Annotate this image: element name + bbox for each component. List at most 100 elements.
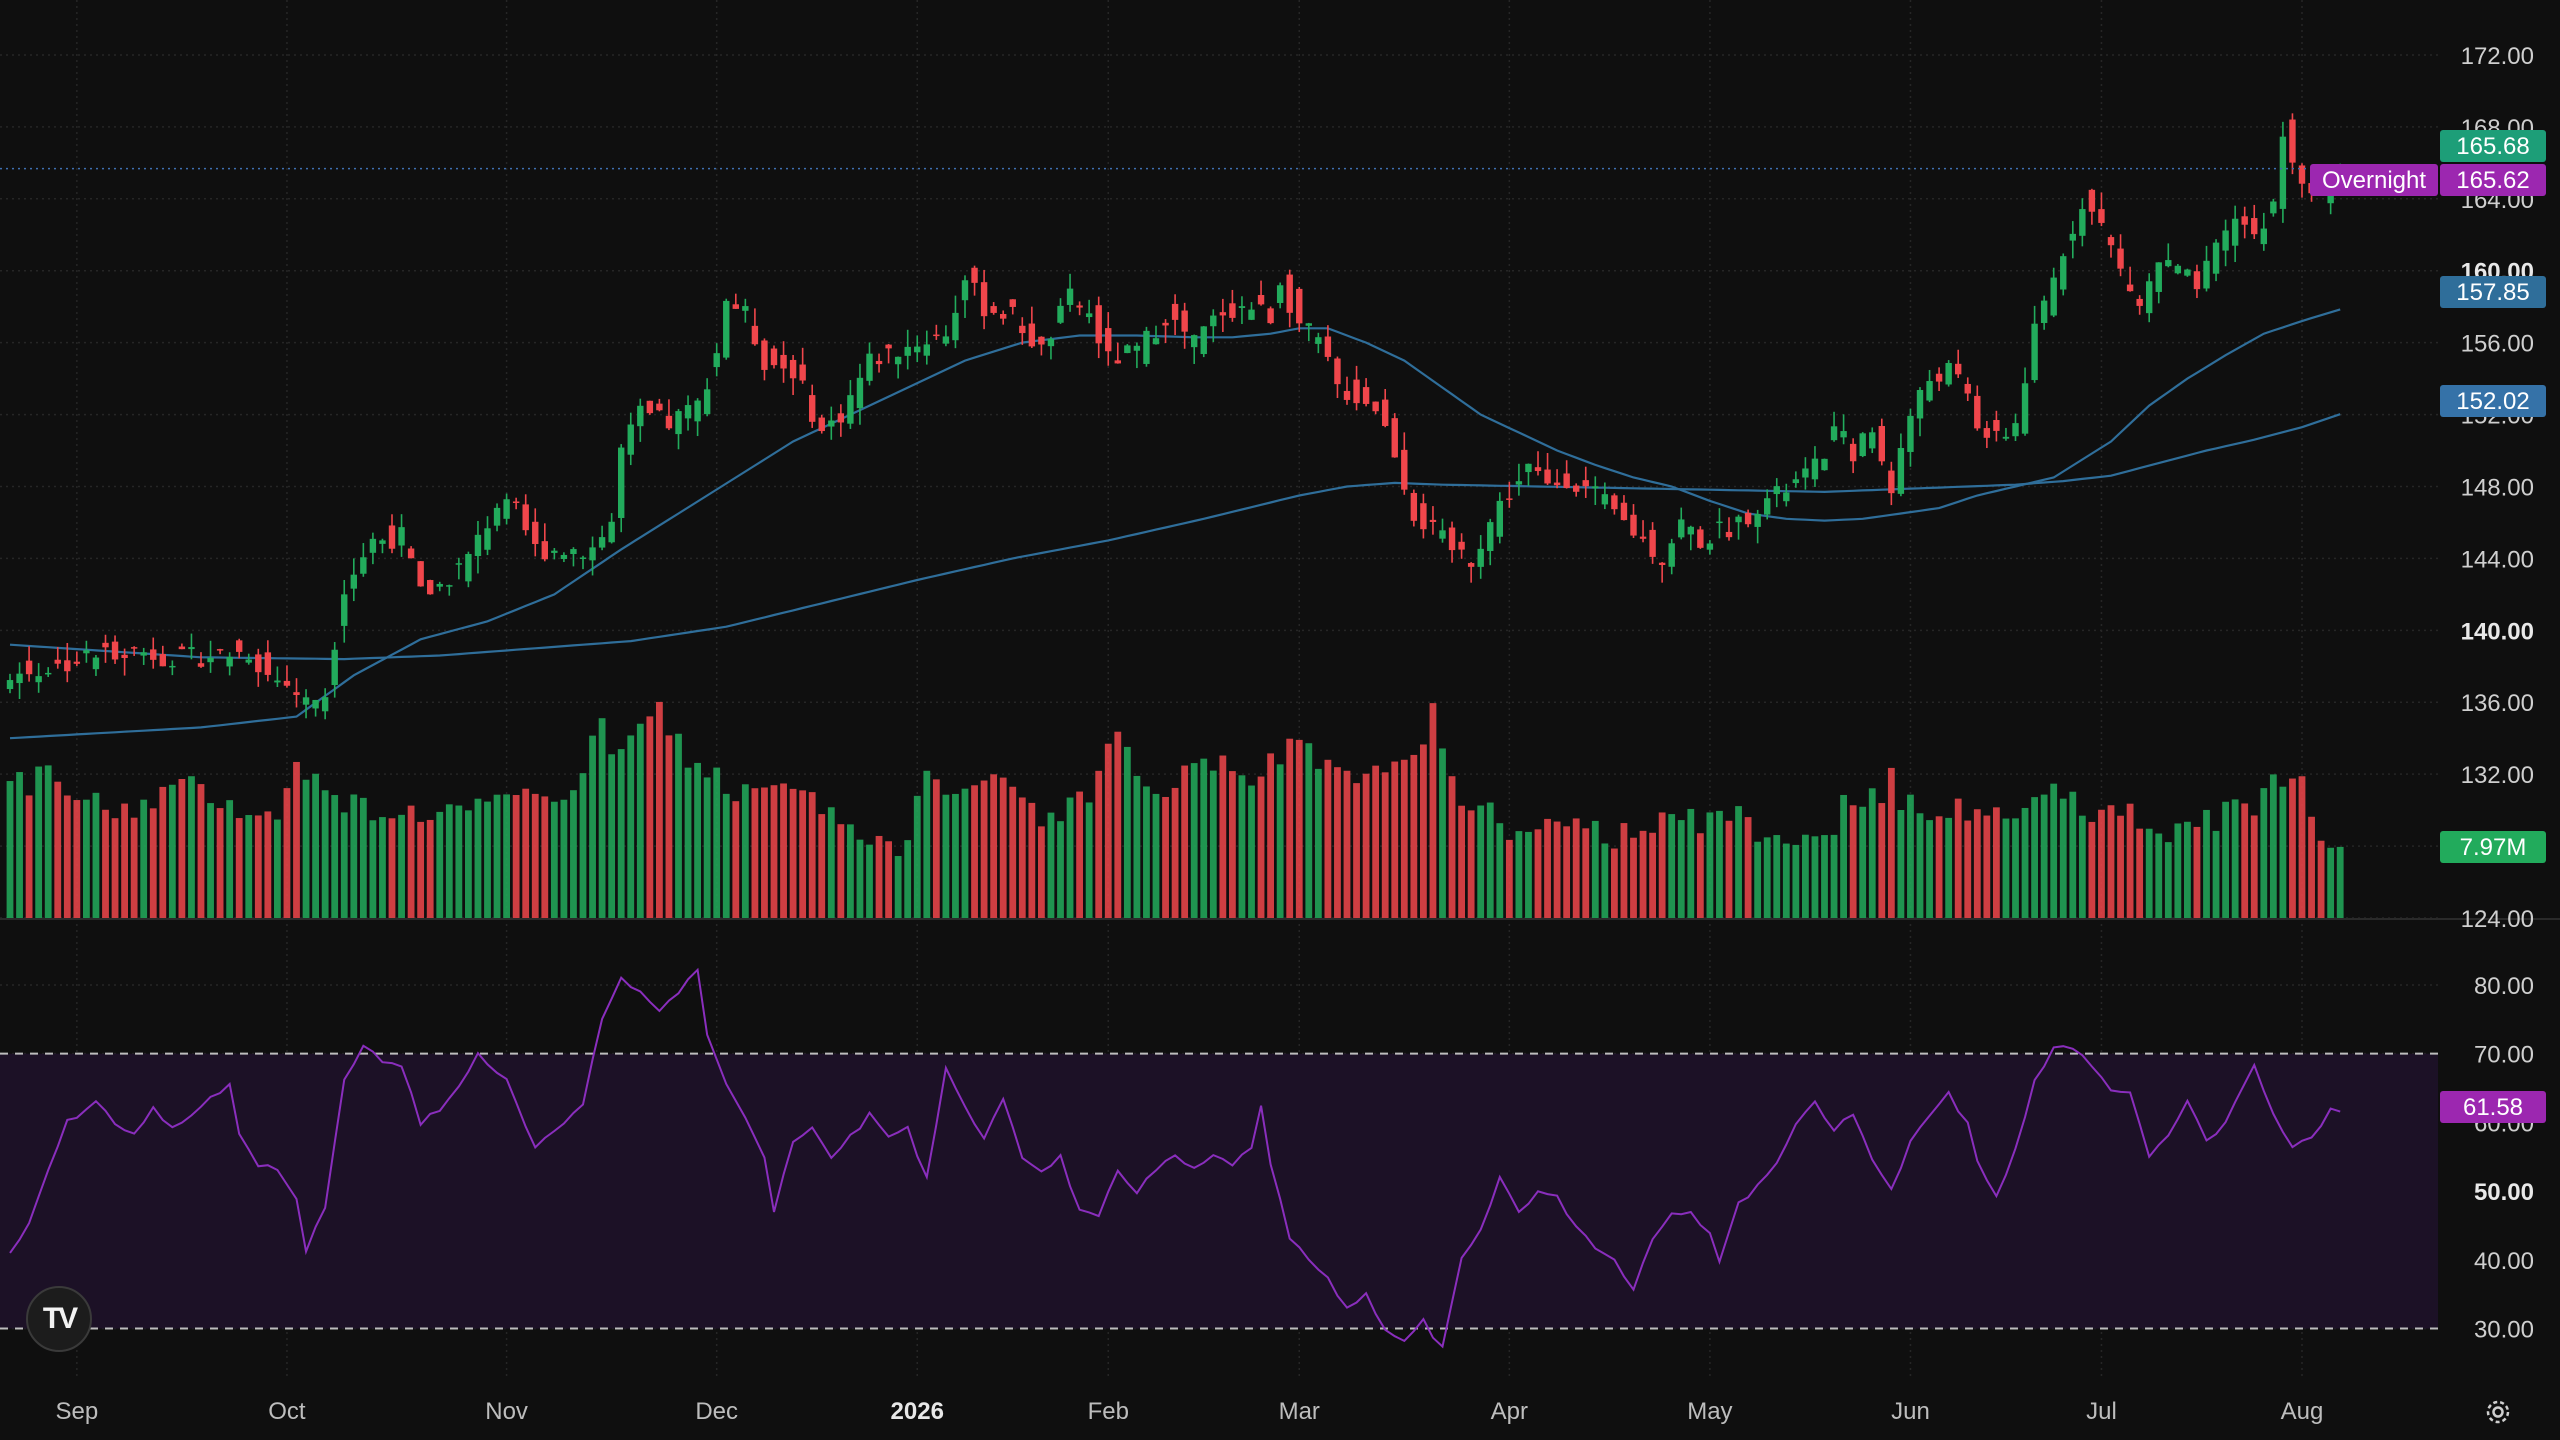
volume-bar (1505, 839, 1513, 918)
candle-body (952, 312, 959, 341)
tradingview-logo-icon[interactable]: TV (26, 1286, 92, 1352)
volume-bar (2117, 815, 2124, 918)
volume-bar (2136, 828, 2144, 918)
volume-bar (2336, 846, 2344, 918)
settings-gear-icon[interactable] (2480, 1394, 2516, 1430)
volume-bar (2078, 815, 2086, 918)
candle-body (2126, 284, 2134, 292)
candle-body (1276, 285, 1284, 303)
volume-bar (2107, 805, 2115, 918)
ma50-line (9, 308, 2341, 740)
candle-body (2060, 256, 2067, 290)
volume-bar (570, 790, 577, 918)
volume-bar (1362, 773, 1370, 918)
volume-bar (54, 781, 62, 918)
volume-bar (474, 798, 482, 918)
candle-body (1248, 309, 1255, 320)
volume-bar (1190, 763, 1198, 918)
volume-bar (503, 794, 510, 918)
candle-body (1620, 502, 1628, 521)
candle-body (1935, 373, 1943, 382)
volume-bar (1887, 767, 1895, 918)
volume-bar (1696, 833, 1704, 918)
volume-bar (1572, 818, 1580, 918)
volume-bar (16, 772, 23, 918)
candle-body (2050, 277, 2057, 316)
candle-body (532, 521, 539, 545)
candle-body (2279, 136, 2287, 209)
volume-bar (1410, 754, 1418, 918)
volume-bar (293, 761, 300, 918)
volume-bar (216, 808, 224, 918)
rsi-axis-label: 80.00 (2474, 973, 2534, 1000)
volume-bar (1649, 832, 1656, 918)
volume-bar (1257, 776, 1265, 918)
volume-bar (1544, 818, 1551, 918)
candle-body (6, 680, 14, 690)
volume-bar (1038, 826, 1045, 918)
candle-body (302, 697, 310, 705)
candle-body (1630, 514, 1637, 536)
volume-bar (350, 794, 358, 918)
candle-body (178, 646, 186, 650)
candle-body (1066, 288, 1074, 305)
candle-body (1334, 358, 1341, 385)
volume-bar (1353, 783, 1360, 918)
rsi-tag: 61.58 (2440, 1091, 2546, 1123)
volume-bar (990, 774, 998, 918)
volume-bar (235, 818, 243, 918)
candle-body (1019, 325, 1026, 334)
volume-bar (761, 787, 768, 918)
candle-body (379, 540, 386, 544)
candle-body (111, 641, 119, 660)
candle-body (2231, 218, 2239, 246)
candle-body (446, 585, 453, 587)
candle-body (761, 340, 768, 370)
volume-bar (1248, 785, 1255, 918)
candle-body (1563, 473, 1570, 488)
time-axis-label: Dec (695, 1398, 738, 1425)
volume-bar (226, 800, 234, 918)
candle-body (2289, 119, 2296, 163)
candle-body (1028, 323, 1036, 347)
candle-body (360, 557, 367, 574)
candle-body (1085, 313, 1093, 318)
candle-body (102, 642, 109, 648)
candle-body (1553, 482, 1561, 486)
candle-body (1764, 498, 1771, 515)
time-axis[interactable]: Sep Oct Nov Dec 2026 Feb Mar Apr May Jun Jul Aug (55, 1398, 2323, 1425)
candle-body (1869, 432, 1876, 449)
volume-bar (1802, 834, 1809, 918)
volume-bar (359, 797, 367, 918)
price-axis-label: 156.00 (2461, 331, 2534, 358)
volume-bar (35, 766, 43, 918)
candle-body (16, 673, 23, 684)
volume-bar (1181, 765, 1189, 918)
volume-bar (1563, 826, 1571, 918)
volume-bar (140, 799, 148, 918)
candle-body (45, 672, 52, 675)
candle-body (1181, 310, 1188, 332)
volume-bar (254, 815, 262, 918)
candle-body (1267, 308, 1274, 324)
candle-body (455, 563, 463, 565)
volume-tag: 7.97M (2440, 831, 2546, 863)
volume-bar (1171, 787, 1179, 918)
candle-body (618, 447, 625, 518)
volume-bar (1725, 820, 1733, 918)
volume-bar (417, 821, 425, 918)
candle-body (1439, 530, 1446, 539)
volume-bar (436, 811, 444, 918)
volume-bar (369, 820, 377, 918)
candle-body (1296, 288, 1303, 324)
volume-bar (2308, 816, 2315, 918)
ma200-tag-bg (2440, 385, 2546, 417)
candle-body (255, 654, 262, 673)
volume-bar (1840, 794, 1847, 918)
volume-bar (2289, 778, 2296, 918)
candle-body (1152, 338, 1160, 345)
volume-bar (2193, 826, 2201, 918)
candle-body (1878, 426, 1885, 462)
